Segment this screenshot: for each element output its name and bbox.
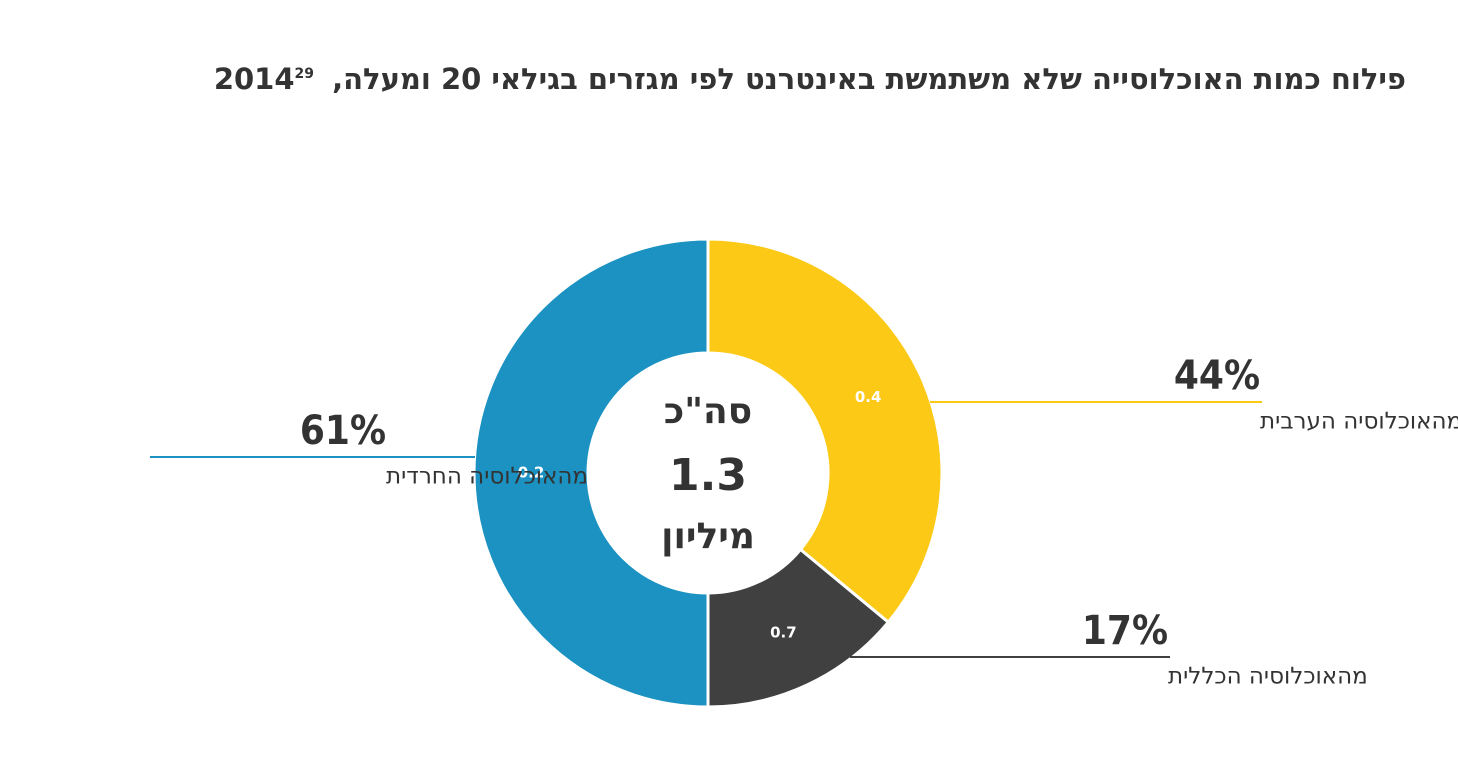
callout-value: 17%: [1082, 608, 1168, 654]
callout-category: מהאוכלוסיה הכללית: [1168, 664, 1368, 690]
chart-title: פילוח כמות האוכלוסייה שלא משתמשת באינטרנ…: [213, 62, 1406, 96]
donut-slice: [706, 547, 891, 709]
callout-category: מהאוכלוסיה הערבית: [1260, 409, 1458, 435]
callout-value: 61%: [300, 408, 386, 454]
callout-category: מהאוכלוסיה החרדית: [386, 464, 588, 490]
chart-title-block: פילוח כמות האוכלוסייה שלא משתמשת באינטרנ…: [214, 62, 1406, 96]
center-text: מיליון: [661, 516, 755, 557]
inner-label: 0.2: [518, 464, 545, 482]
callout-value: 44%: [1174, 353, 1260, 399]
inner-label: 0.4: [855, 388, 882, 406]
inner-label: 0.7: [770, 624, 797, 642]
footnote: 29: [294, 66, 315, 83]
center-text: 1.3: [669, 450, 747, 501]
donut-slice: [472, 237, 710, 709]
donut-slice: [706, 237, 944, 625]
center-text: סה"כ: [664, 391, 752, 432]
